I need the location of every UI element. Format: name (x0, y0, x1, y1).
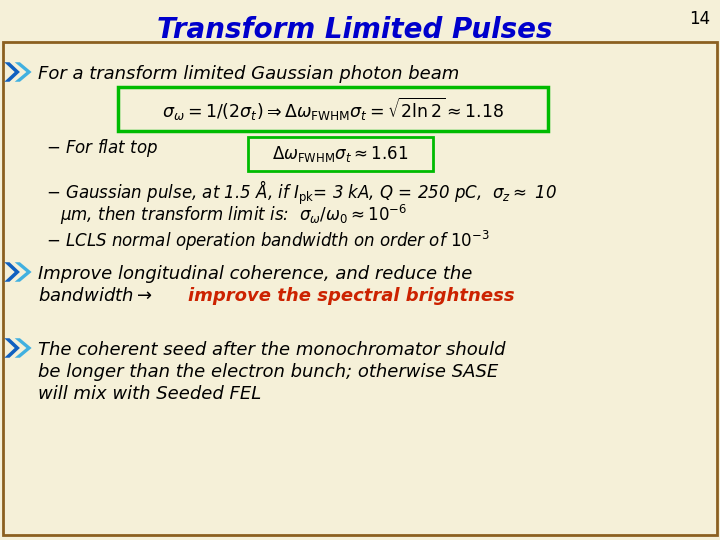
Text: Improve longitudinal coherence, and reduce the: Improve longitudinal coherence, and redu… (38, 265, 472, 283)
Polygon shape (14, 62, 32, 82)
Bar (118, 87, 548, 131)
Text: $\mu$m, then transform limit is:  $\sigma_\omega/\omega_0 \approx 10^{-6}$: $\mu$m, then transform limit is: $\sigma… (60, 203, 408, 227)
Text: $\sigma_\omega = 1/(2\sigma_t) \Rightarrow \Delta\omega_\mathrm{FWHM}\sigma_t = : $\sigma_\omega = 1/(2\sigma_t) \Rightarr… (162, 96, 504, 123)
Text: Transform Limited Pulses: Transform Limited Pulses (157, 16, 553, 44)
Polygon shape (4, 62, 20, 82)
Bar (248, 137, 433, 171)
Polygon shape (14, 338, 32, 357)
Polygon shape (4, 262, 20, 282)
Text: 14: 14 (689, 10, 710, 28)
Text: improve the spectral brightness: improve the spectral brightness (188, 287, 515, 305)
Polygon shape (4, 338, 20, 357)
Text: be longer than the electron bunch; otherwise SASE: be longer than the electron bunch; other… (38, 363, 498, 381)
Text: $-$ Gaussian pulse, at 1.5 Å, if $I_\mathrm{pk}$= 3 kA, $Q$ = 250 pC,  $\sigma_z: $-$ Gaussian pulse, at 1.5 Å, if $I_\mat… (46, 179, 557, 207)
Text: will mix with Seeded FEL: will mix with Seeded FEL (38, 385, 261, 403)
Text: The coherent seed after the monochromator should: The coherent seed after the monochromato… (38, 341, 505, 359)
Text: bandwidth$\rightarrow$: bandwidth$\rightarrow$ (38, 287, 157, 305)
Text: For a transform limited Gaussian photon beam: For a transform limited Gaussian photon … (38, 65, 459, 83)
Polygon shape (14, 262, 32, 282)
Text: $\Delta\omega_\mathrm{FWHM}\sigma_t \approx 1.61$: $\Delta\omega_\mathrm{FWHM}\sigma_t \app… (272, 144, 408, 164)
Text: $-$ For flat top: $-$ For flat top (46, 137, 158, 159)
Text: $-$ LCLS normal operation bandwidth on order of $10^{-3}$: $-$ LCLS normal operation bandwidth on o… (46, 229, 490, 253)
